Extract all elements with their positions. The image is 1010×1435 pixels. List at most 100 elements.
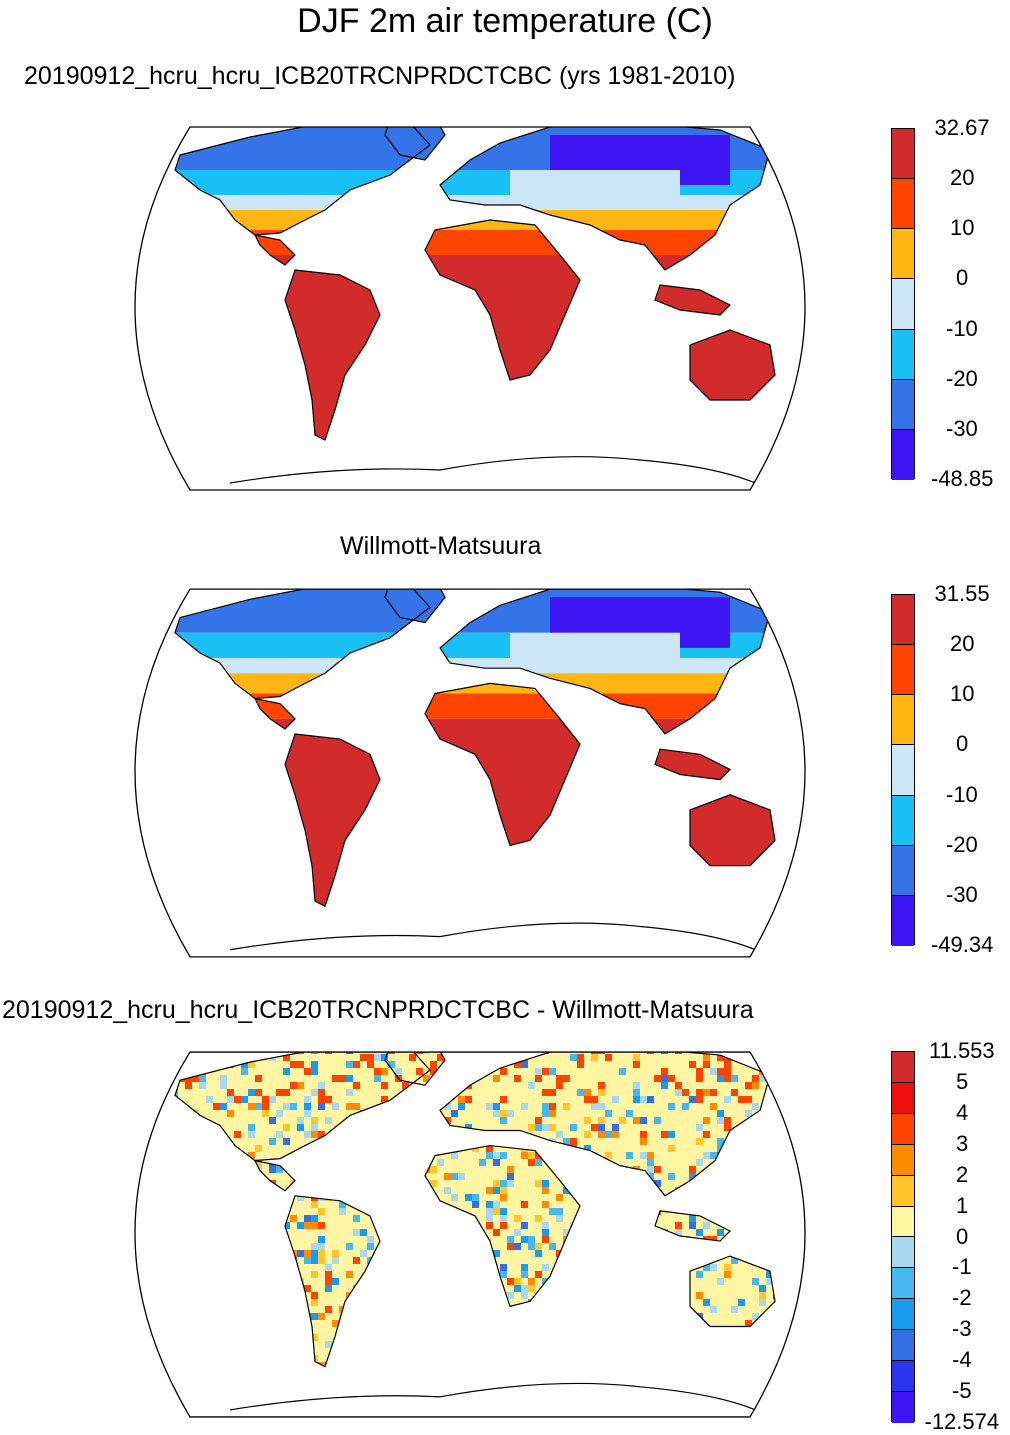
- difference-cell: [318, 1089, 325, 1096]
- difference-cell: [80, 1222, 87, 1229]
- difference-cell: [283, 1222, 290, 1229]
- difference-cell: [213, 1103, 220, 1110]
- difference-cell: [696, 1166, 703, 1173]
- map-border: [134, 126, 806, 491]
- difference-cell: [108, 1236, 115, 1243]
- difference-cell: [269, 1166, 276, 1173]
- difference-cell: [241, 1418, 248, 1425]
- difference-cell: [780, 1103, 787, 1110]
- difference-cell: [514, 1278, 521, 1285]
- difference-cell: [87, 1180, 94, 1187]
- difference-cell: [367, 1236, 374, 1243]
- difference-cell: [626, 1110, 633, 1117]
- difference-cell: [843, 1383, 850, 1390]
- difference-cell: [122, 1096, 129, 1103]
- colorbar-tick-label: 31.55: [934, 581, 990, 606]
- difference-cell: [444, 1117, 451, 1124]
- difference-cell: [332, 1320, 339, 1327]
- colorbar-tick-label: 11.553: [929, 1038, 995, 1063]
- colorbar-tick-label: -20: [946, 365, 978, 391]
- difference-cell: [801, 1376, 808, 1383]
- difference-cell: [829, 1152, 836, 1159]
- difference-cell: [766, 1411, 773, 1418]
- difference-cell: [780, 1061, 787, 1068]
- difference-cell: [283, 1054, 290, 1061]
- difference-cell: [731, 1425, 738, 1427]
- difference-cell: [248, 1061, 255, 1068]
- difference-cell: [171, 1040, 178, 1047]
- difference-cell: [528, 1159, 535, 1166]
- difference-cell: [311, 1124, 318, 1131]
- difference-cell: [458, 1103, 465, 1110]
- difference-cell: [339, 1052, 346, 1054]
- difference-cell: [801, 1292, 808, 1299]
- difference-cell: [360, 1054, 367, 1061]
- difference-cell: [199, 1040, 206, 1047]
- difference-cell: [759, 1292, 766, 1299]
- difference-cell: [822, 1411, 829, 1418]
- difference-cell: [577, 1054, 584, 1061]
- difference-cell: [633, 1054, 640, 1061]
- difference-cell: [108, 1425, 115, 1427]
- difference-cell: [395, 1068, 402, 1075]
- difference-cell: [94, 1306, 101, 1313]
- difference-cell: [857, 1264, 860, 1271]
- difference-cell: [752, 1278, 759, 1285]
- difference-cell: [220, 1425, 227, 1427]
- difference-cell: [717, 1117, 724, 1124]
- difference-cell: [122, 1313, 129, 1320]
- difference-cell: [206, 1040, 213, 1047]
- difference-cell: [339, 1257, 346, 1264]
- difference-cell: [528, 1040, 535, 1047]
- difference-cell: [696, 1054, 703, 1061]
- difference-cell: [556, 1425, 563, 1427]
- difference-cell: [220, 1103, 227, 1110]
- difference-cell: [850, 1166, 857, 1173]
- difference-cell: [101, 1369, 108, 1376]
- difference-cell: [283, 1068, 290, 1075]
- difference-cell: [549, 1208, 556, 1215]
- colorbar-tick-label: 10: [950, 681, 975, 707]
- colorbar-swatch: [892, 1237, 914, 1269]
- colorbar-tick-label: -1: [952, 1254, 972, 1280]
- difference-cell: [514, 1285, 521, 1292]
- difference-cell: [108, 1068, 115, 1075]
- difference-cell: [556, 1208, 563, 1215]
- difference-cell: [507, 1292, 514, 1299]
- difference-cell: [815, 1075, 822, 1082]
- difference-cell: [101, 1117, 108, 1124]
- central-america-outline: [253, 697, 296, 730]
- difference-cell: [486, 1425, 493, 1427]
- difference-cell: [129, 1320, 136, 1327]
- colorbar-tick-label: 4: [956, 1099, 969, 1125]
- difference-cell: [675, 1052, 682, 1054]
- difference-cell: [367, 1061, 374, 1068]
- difference-cell: [129, 1187, 136, 1194]
- difference-cell: [689, 1166, 696, 1173]
- difference-cell: [556, 1243, 563, 1250]
- panel-3-map: [80, 1040, 860, 1427]
- eurasia-band: [510, 170, 680, 200]
- difference-cell: [822, 1201, 829, 1208]
- difference-cell: [486, 1187, 493, 1194]
- difference-cell: [815, 1390, 822, 1397]
- difference-cell: [500, 1236, 507, 1243]
- panel-1-colorbar: [891, 128, 915, 480]
- difference-cell: [444, 1159, 451, 1166]
- difference-cell: [101, 1425, 108, 1427]
- difference-cell: [584, 1103, 591, 1110]
- difference-cell: [262, 1096, 269, 1103]
- difference-cell: [360, 1229, 367, 1236]
- difference-cell: [696, 1068, 703, 1075]
- difference-cell: [675, 1425, 682, 1427]
- difference-cell: [122, 1285, 129, 1292]
- difference-cell: [248, 1124, 255, 1131]
- difference-cell: [591, 1068, 598, 1075]
- difference-cell: [507, 1278, 514, 1285]
- panel-1-map: [134, 126, 806, 491]
- difference-cell: [304, 1110, 311, 1117]
- difference-cell: [108, 1243, 115, 1250]
- difference-cell: [801, 1173, 808, 1180]
- difference-cell: [850, 1348, 857, 1355]
- difference-cell: [458, 1096, 465, 1103]
